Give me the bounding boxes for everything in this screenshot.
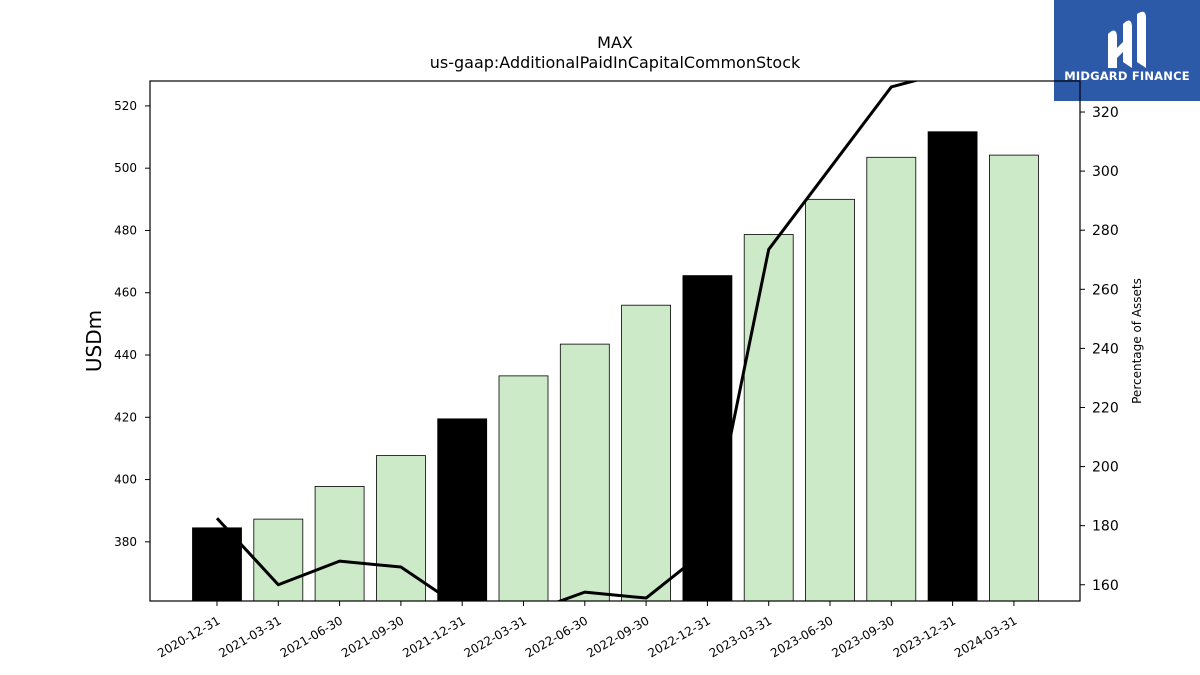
y-tick-label: 500 (114, 161, 137, 175)
line-percentage-of-assets (215, 81, 920, 601)
x-tick-label: 2021-03-31 (216, 613, 283, 660)
y2-tick-label: 220 (1092, 400, 1119, 416)
midgard-m-icon (1108, 11, 1146, 69)
bar-2023-06-30 (805, 198, 855, 602)
chart-title: MAX (597, 33, 633, 52)
x-tick-label: 2022-12-31 (645, 613, 712, 660)
bar-2024-03-31 (989, 154, 1039, 602)
y2-axis-label: Percentage of Assets (1130, 278, 1144, 404)
bar-2022-03-31 (498, 375, 549, 602)
y-tick-label: 460 (114, 286, 137, 300)
y2-tick-label: 240 (1092, 341, 1119, 357)
bar-2022-06-30 (559, 343, 610, 602)
y2-tick-label: 200 (1092, 460, 1119, 476)
x-tick-label: 2024-03-31 (952, 613, 1019, 660)
plot-frame (149, 80, 1081, 602)
bar-2023-12-31 (927, 131, 978, 602)
y-tick-label: 520 (114, 99, 137, 113)
chart-subtitle: us-gaap:AdditionalPaidInCapitalCommonSto… (430, 53, 801, 72)
x-tick-label: 2023-09-30 (829, 613, 896, 660)
bar-2021-03-31 (253, 518, 304, 602)
y2-tick-label: 320 (1092, 105, 1119, 121)
y-axis-left: 380 400 420 440 460 480 500 520 (114, 99, 150, 549)
bar-2020-12-31 (192, 527, 242, 602)
bar-2021-06-30 (314, 486, 365, 602)
brand-logo: MIDGARD FINANCE (1054, 0, 1200, 101)
y2-tick-label: 260 (1092, 282, 1119, 298)
bar-2022-09-30 (621, 304, 671, 602)
x-axis: 2020-12-312021-03-312021-06-302021-09-30… (155, 601, 1019, 660)
y-tick-label: 420 (114, 410, 137, 424)
x-tick-label: 2023-03-31 (707, 613, 774, 660)
x-tick-label: 2023-06-30 (768, 613, 835, 660)
bar-2023-03-31 (743, 234, 794, 602)
y-tick-label: 400 (114, 473, 137, 487)
bar-2021-12-31 (437, 418, 488, 602)
y2-tick-label: 160 (1092, 578, 1119, 594)
y-axis-right: 160 180 200 220 240 260 280 300 320 (1080, 105, 1119, 594)
x-tick-label: 2022-06-30 (523, 613, 590, 660)
brand-name: MIDGARD FINANCE (1064, 69, 1190, 83)
y-axis-label: USDm (82, 310, 106, 372)
x-tick-label: 2021-06-30 (278, 613, 345, 660)
y2-tick-label: 280 (1092, 223, 1119, 239)
y2-tick-label: 300 (1092, 164, 1119, 180)
y-tick-label: 440 (114, 348, 137, 362)
bar-2022-12-31 (682, 275, 733, 602)
y-tick-label: 380 (114, 535, 137, 549)
y-tick-label: 480 (114, 223, 137, 237)
x-tick-label: 2022-09-30 (584, 613, 651, 660)
x-tick-label: 2021-09-30 (339, 613, 406, 660)
x-tick-label: 2021-12-31 (400, 613, 467, 660)
y2-tick-label: 180 (1092, 519, 1119, 535)
x-tick-label: 2022-03-31 (462, 613, 529, 660)
bar-2023-09-30 (866, 156, 917, 602)
x-tick-label: 2020-12-31 (155, 613, 222, 660)
x-tick-label: 2023-12-31 (891, 613, 958, 660)
line-group (215, 81, 920, 601)
bar-group (192, 131, 1039, 602)
